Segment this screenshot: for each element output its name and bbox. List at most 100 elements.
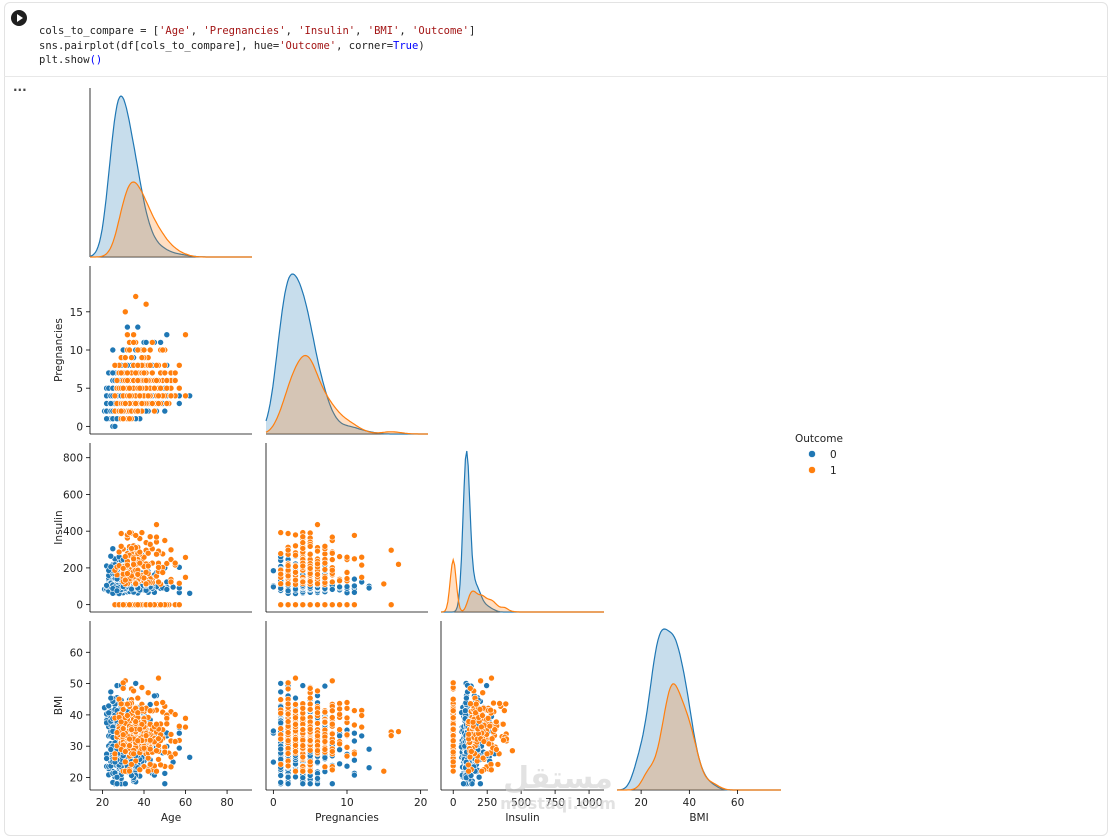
scatter-point (182, 392, 189, 400)
scatter-point (284, 780, 292, 788)
scatter-point (146, 346, 154, 354)
scatter-point (105, 702, 112, 710)
scatter-point (292, 568, 299, 576)
scatter-point (314, 687, 321, 695)
scatter-point (115, 548, 123, 556)
scatter-point (113, 377, 121, 384)
scatter-point (314, 775, 321, 782)
y-tick-label: 15 (70, 307, 83, 319)
scatter-point (146, 361, 154, 369)
scatter-point (144, 562, 152, 570)
scatter-point (182, 714, 189, 722)
scatter-point (449, 725, 457, 733)
scatter-point (134, 323, 142, 331)
x-tick-label: 20 (414, 797, 427, 809)
scatter-point (171, 369, 179, 377)
scatter-point (144, 767, 152, 775)
scatter-point (336, 583, 343, 591)
scatter-point (161, 780, 169, 788)
scatter-point (351, 721, 358, 729)
scatter-point (493, 746, 500, 753)
scatter-point (130, 555, 137, 563)
scatter-point (292, 741, 299, 749)
y-tick-label: 40 (70, 710, 83, 722)
scatter-point (277, 745, 285, 753)
scatter-point (478, 767, 486, 775)
scatter-point (328, 748, 336, 755)
scatter-point (277, 719, 285, 727)
scatter-point (161, 748, 169, 756)
scatter-point (478, 723, 485, 731)
scatter-point (351, 575, 358, 583)
scatter-point (126, 601, 133, 609)
scatter-point (167, 578, 175, 586)
scatter-point (134, 361, 142, 369)
scatter-point (351, 589, 358, 596)
scatter-point (380, 767, 388, 775)
y-tick-label: 10 (70, 345, 83, 357)
scatter-point (122, 361, 129, 369)
scatter-point (124, 323, 131, 331)
y-axis-label: BMI (53, 696, 65, 715)
scatter-point (314, 720, 321, 727)
x-tick-label: 0 (270, 797, 277, 809)
scatter-point (461, 707, 469, 715)
run-cell-button[interactable] (11, 10, 27, 26)
scatter-point (343, 731, 351, 739)
scatter-point (365, 745, 373, 753)
scatter-point (142, 732, 150, 739)
scatter-point (153, 377, 160, 384)
scatter-point (306, 706, 314, 713)
scatter-point (328, 707, 336, 715)
scatter-point (314, 747, 321, 755)
scatter-point (132, 293, 139, 300)
y-axis-label: Pregnancies (53, 318, 65, 382)
output-menu-icon[interactable]: ... (13, 80, 27, 94)
scatter-point (126, 735, 133, 743)
scatter-point (358, 723, 366, 731)
scatter-point (128, 545, 135, 552)
scatter-point (109, 346, 117, 354)
scatter-point (321, 682, 329, 690)
scatter-point (119, 601, 127, 609)
kde-fill (441, 451, 604, 612)
scatter-point (277, 580, 285, 588)
scatter-point (134, 346, 142, 354)
scatter-point (284, 700, 292, 708)
scatter-point (146, 540, 154, 548)
scatter-point (306, 578, 314, 585)
code-editor[interactable]: cols_to_compare = ['Age', 'Pregnancies',… (39, 24, 475, 68)
scatter-point (130, 339, 137, 346)
scatter-point (124, 377, 131, 384)
scatter-point (306, 767, 314, 775)
scatter-point (492, 718, 500, 726)
y-tick-label: 200 (63, 563, 83, 575)
scatter-point (496, 700, 503, 707)
scatter-point (328, 556, 336, 563)
scatter-point (449, 737, 457, 745)
scatter-point (321, 718, 329, 726)
scatter-point (167, 731, 175, 738)
scatter-point (284, 729, 292, 736)
scatter-point (126, 346, 133, 354)
scatter-point (314, 758, 321, 766)
legend-label-0: 0 (830, 449, 837, 461)
scatter-point (336, 700, 343, 707)
scatter-point (479, 712, 486, 719)
x-axis-label: Age (161, 812, 181, 824)
scatter-point (117, 369, 125, 377)
scatter-point (157, 761, 164, 769)
scatter-point (343, 575, 351, 582)
scatter-point (306, 694, 314, 702)
scatter-point (466, 685, 474, 692)
scatter-point (299, 533, 307, 541)
scatter-point (153, 361, 160, 369)
scatter-point (277, 709, 285, 717)
scatter-point (277, 772, 285, 779)
scatter-point (111, 423, 119, 430)
scatter-point (163, 400, 171, 407)
scatter-point (292, 694, 299, 702)
scatter-point (328, 730, 336, 738)
scatter-point (328, 601, 336, 609)
scatter-point (155, 392, 162, 400)
